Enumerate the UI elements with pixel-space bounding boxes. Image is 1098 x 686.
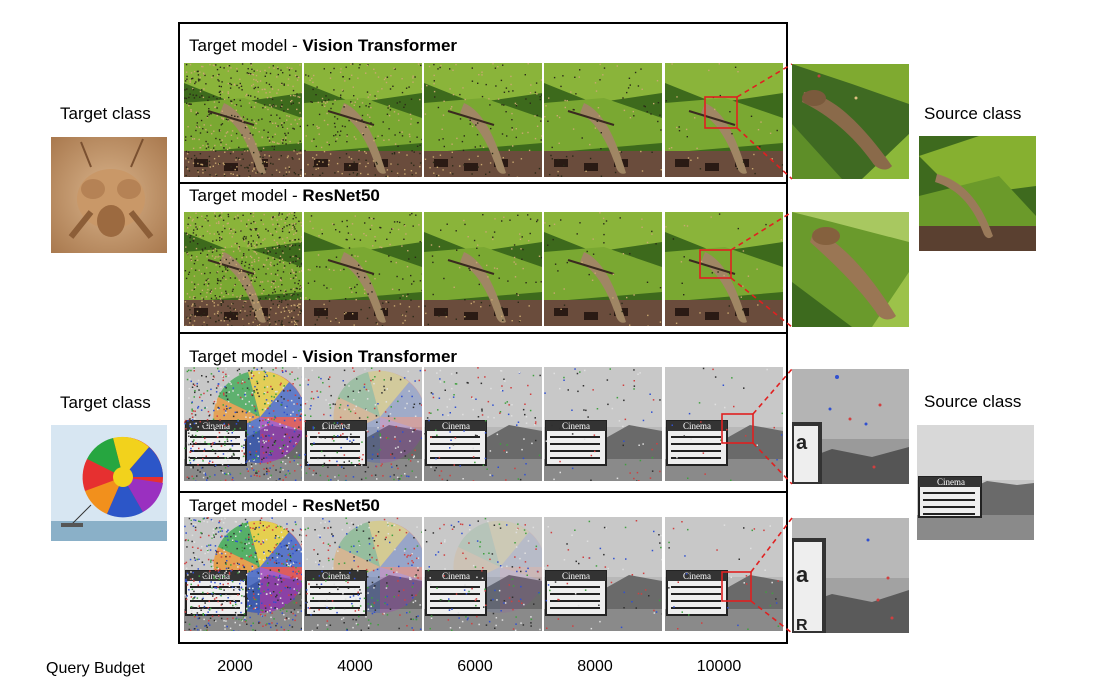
- zoom-box: [721, 413, 754, 444]
- adversarial-image-row4-col5: Cinema: [665, 517, 783, 631]
- zoom-crop-2: [792, 212, 909, 327]
- panel-title-3: Target model - Vision Transformer: [189, 347, 458, 366]
- query-budget-value-5: 10000: [696, 658, 742, 675]
- adversarial-image-row2-col2: [304, 212, 422, 326]
- adversarial-image-row3-col5: Cinema: [665, 367, 783, 481]
- query-budget-label: Query Budget: [46, 660, 145, 677]
- adversarial-image-row4-col4: Cinema: [544, 517, 662, 631]
- adversarial-image-row1-col4: [544, 63, 662, 177]
- adversarial-image-row1-col3: [424, 63, 542, 177]
- svg-text:Cinema: Cinema: [937, 477, 965, 487]
- adversarial-image-row2-col1: [184, 212, 302, 326]
- adversarial-image-row1-col1: [184, 63, 302, 177]
- zoom-box: [721, 571, 752, 602]
- adversarial-image-row4-col1: Cinema: [184, 517, 302, 631]
- target-class-image-mantis: [51, 137, 167, 253]
- adversarial-image-row3-col4: Cinema: [544, 367, 662, 481]
- svg-text:Cinema: Cinema: [322, 571, 350, 581]
- svg-text:Cinema: Cinema: [322, 421, 350, 431]
- query-budget-value-1: 2000: [217, 658, 253, 675]
- adversarial-image-row3-col3: Cinema: [424, 367, 542, 481]
- svg-text:a: a: [796, 562, 809, 587]
- target-class-label-2: Target class: [60, 393, 151, 412]
- source-class-label-1: Source class: [924, 104, 1022, 123]
- zoom-crop-3: a: [792, 369, 909, 484]
- adversarial-image-row3-col2: Cinema: [304, 367, 422, 481]
- zoom-crop-1: [792, 64, 909, 179]
- query-budget-value-4: 8000: [577, 658, 613, 675]
- svg-text:a: a: [796, 432, 808, 454]
- adversarial-image-row4-col2: Cinema: [304, 517, 422, 631]
- svg-text:Cinema: Cinema: [562, 421, 590, 431]
- adversarial-image-row1-col5: [665, 63, 783, 177]
- panel-title-2: Target model - ResNet50: [189, 186, 380, 205]
- adversarial-image-row2-col4: [544, 212, 662, 326]
- target-class-label-1: Target class: [60, 104, 151, 123]
- panel-divider-3: [178, 491, 788, 493]
- panel-divider-2: [178, 332, 788, 334]
- svg-text:Cinema: Cinema: [442, 571, 470, 581]
- panel-title-1: Target model - Vision Transformer: [189, 36, 458, 55]
- zoom-crop-4: a R: [792, 518, 909, 633]
- svg-text:Cinema: Cinema: [683, 421, 711, 431]
- adversarial-image-row2-col5: [665, 212, 783, 326]
- source-class-label-2: Source class: [924, 392, 1022, 411]
- source-class-image-lizard: [919, 136, 1036, 251]
- svg-text:Cinema: Cinema: [683, 571, 711, 581]
- svg-text:Cinema: Cinema: [562, 571, 590, 581]
- adversarial-image-row1-col2: [304, 63, 422, 177]
- panel-divider-1: [178, 182, 788, 184]
- svg-text:Cinema: Cinema: [202, 571, 230, 581]
- adversarial-image-row2-col3: [424, 212, 542, 326]
- svg-text:Cinema: Cinema: [442, 421, 470, 431]
- source-class-image-cinema: Cinema: [917, 425, 1034, 540]
- adversarial-image-row3-col1: Cinema: [184, 367, 302, 481]
- panel-title-4: Target model - ResNet50: [189, 496, 380, 515]
- query-budget-value-3: 6000: [457, 658, 493, 675]
- svg-text:R: R: [796, 617, 808, 633]
- zoom-box: [704, 96, 738, 129]
- query-budget-value-2: 4000: [337, 658, 373, 675]
- target-class-image-parachute: [51, 425, 167, 541]
- zoom-box: [699, 249, 732, 279]
- adversarial-image-row4-col3: Cinema: [424, 517, 542, 631]
